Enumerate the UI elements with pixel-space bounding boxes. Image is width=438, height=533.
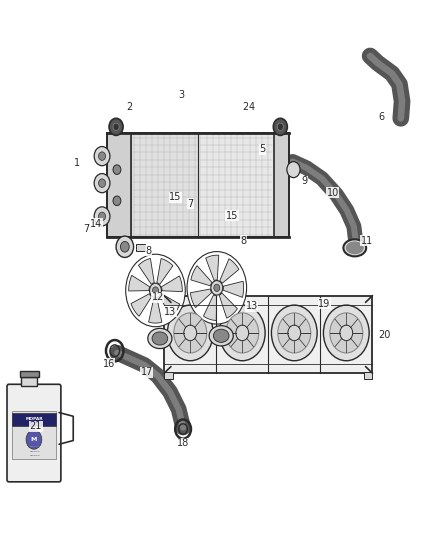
Polygon shape (157, 259, 173, 285)
Bar (198, 133, 274, 237)
Ellipse shape (152, 332, 168, 345)
Circle shape (109, 118, 123, 135)
Text: 19: 19 (318, 299, 330, 309)
Circle shape (174, 313, 207, 353)
Bar (136, 244, 145, 251)
Circle shape (187, 252, 247, 324)
Circle shape (278, 313, 311, 353)
FancyBboxPatch shape (7, 384, 61, 482)
Text: 3: 3 (179, 90, 185, 100)
Circle shape (99, 152, 106, 160)
Circle shape (94, 147, 110, 166)
Text: ─────: ───── (28, 454, 39, 458)
Circle shape (167, 305, 213, 361)
Polygon shape (138, 259, 154, 284)
Bar (12, 410, 56, 459)
Polygon shape (206, 255, 219, 280)
Circle shape (149, 283, 162, 298)
Circle shape (113, 123, 119, 131)
Circle shape (219, 305, 265, 361)
Bar (20, 370, 39, 377)
Text: 17: 17 (141, 367, 153, 377)
Ellipse shape (213, 329, 229, 342)
Bar (164, 296, 372, 373)
Polygon shape (191, 289, 212, 308)
Circle shape (26, 430, 42, 449)
Circle shape (94, 207, 110, 226)
Ellipse shape (343, 239, 366, 256)
Text: 7: 7 (187, 199, 194, 208)
Text: ─────: ───── (28, 450, 39, 454)
Ellipse shape (209, 326, 233, 346)
Circle shape (288, 325, 300, 341)
Circle shape (211, 280, 223, 295)
Polygon shape (159, 294, 180, 317)
Text: 12: 12 (152, 293, 164, 302)
Text: 13: 13 (164, 307, 176, 317)
Bar (12, 413, 56, 425)
Circle shape (116, 236, 134, 257)
Text: 13: 13 (246, 302, 258, 311)
Circle shape (323, 305, 369, 361)
Text: 11: 11 (361, 236, 373, 246)
Polygon shape (219, 293, 237, 318)
Text: 7: 7 (84, 224, 90, 234)
Text: 2: 2 (126, 102, 132, 111)
Text: 14: 14 (90, 219, 102, 229)
Circle shape (214, 284, 220, 292)
Circle shape (152, 287, 159, 294)
Polygon shape (223, 281, 244, 297)
Bar (107, 133, 131, 237)
Polygon shape (129, 276, 150, 291)
Text: 1: 1 (74, 158, 80, 167)
Text: MOPAR: MOPAR (25, 417, 43, 421)
Circle shape (272, 305, 317, 361)
Text: 20: 20 (378, 330, 391, 340)
Text: 9: 9 (301, 176, 307, 186)
Polygon shape (204, 295, 217, 320)
Polygon shape (220, 259, 239, 284)
Circle shape (287, 161, 300, 177)
Circle shape (99, 212, 106, 221)
Circle shape (273, 118, 287, 135)
Circle shape (126, 254, 185, 327)
Text: 2: 2 (242, 102, 248, 111)
Text: ─────: ───── (28, 445, 39, 449)
Bar (274, 133, 289, 237)
Bar (107, 133, 289, 237)
Polygon shape (148, 298, 162, 323)
Text: 16: 16 (102, 359, 115, 368)
Text: 10: 10 (327, 188, 339, 198)
Circle shape (226, 313, 259, 353)
Bar (131, 133, 198, 237)
Text: M: M (31, 437, 37, 442)
Circle shape (340, 325, 353, 341)
Text: 6: 6 (378, 112, 384, 122)
Bar (364, 372, 372, 379)
Circle shape (113, 196, 121, 206)
Bar (164, 372, 173, 379)
Polygon shape (191, 265, 212, 286)
Text: 18: 18 (177, 439, 189, 448)
Circle shape (99, 179, 106, 188)
Circle shape (120, 241, 129, 252)
Text: 8: 8 (240, 236, 246, 246)
Bar (21, 377, 38, 386)
Text: 15: 15 (169, 192, 181, 202)
Ellipse shape (148, 328, 172, 349)
Text: 8: 8 (146, 246, 152, 255)
Text: 15: 15 (226, 211, 238, 221)
Text: 5: 5 (260, 144, 266, 154)
Circle shape (236, 325, 249, 341)
Ellipse shape (346, 242, 363, 254)
Circle shape (330, 313, 363, 353)
Circle shape (94, 174, 110, 193)
Text: 4: 4 (249, 102, 255, 111)
Circle shape (113, 165, 121, 174)
Circle shape (184, 325, 197, 341)
Circle shape (277, 123, 283, 131)
Polygon shape (161, 276, 182, 292)
Polygon shape (131, 294, 152, 316)
Text: 21: 21 (30, 422, 42, 431)
